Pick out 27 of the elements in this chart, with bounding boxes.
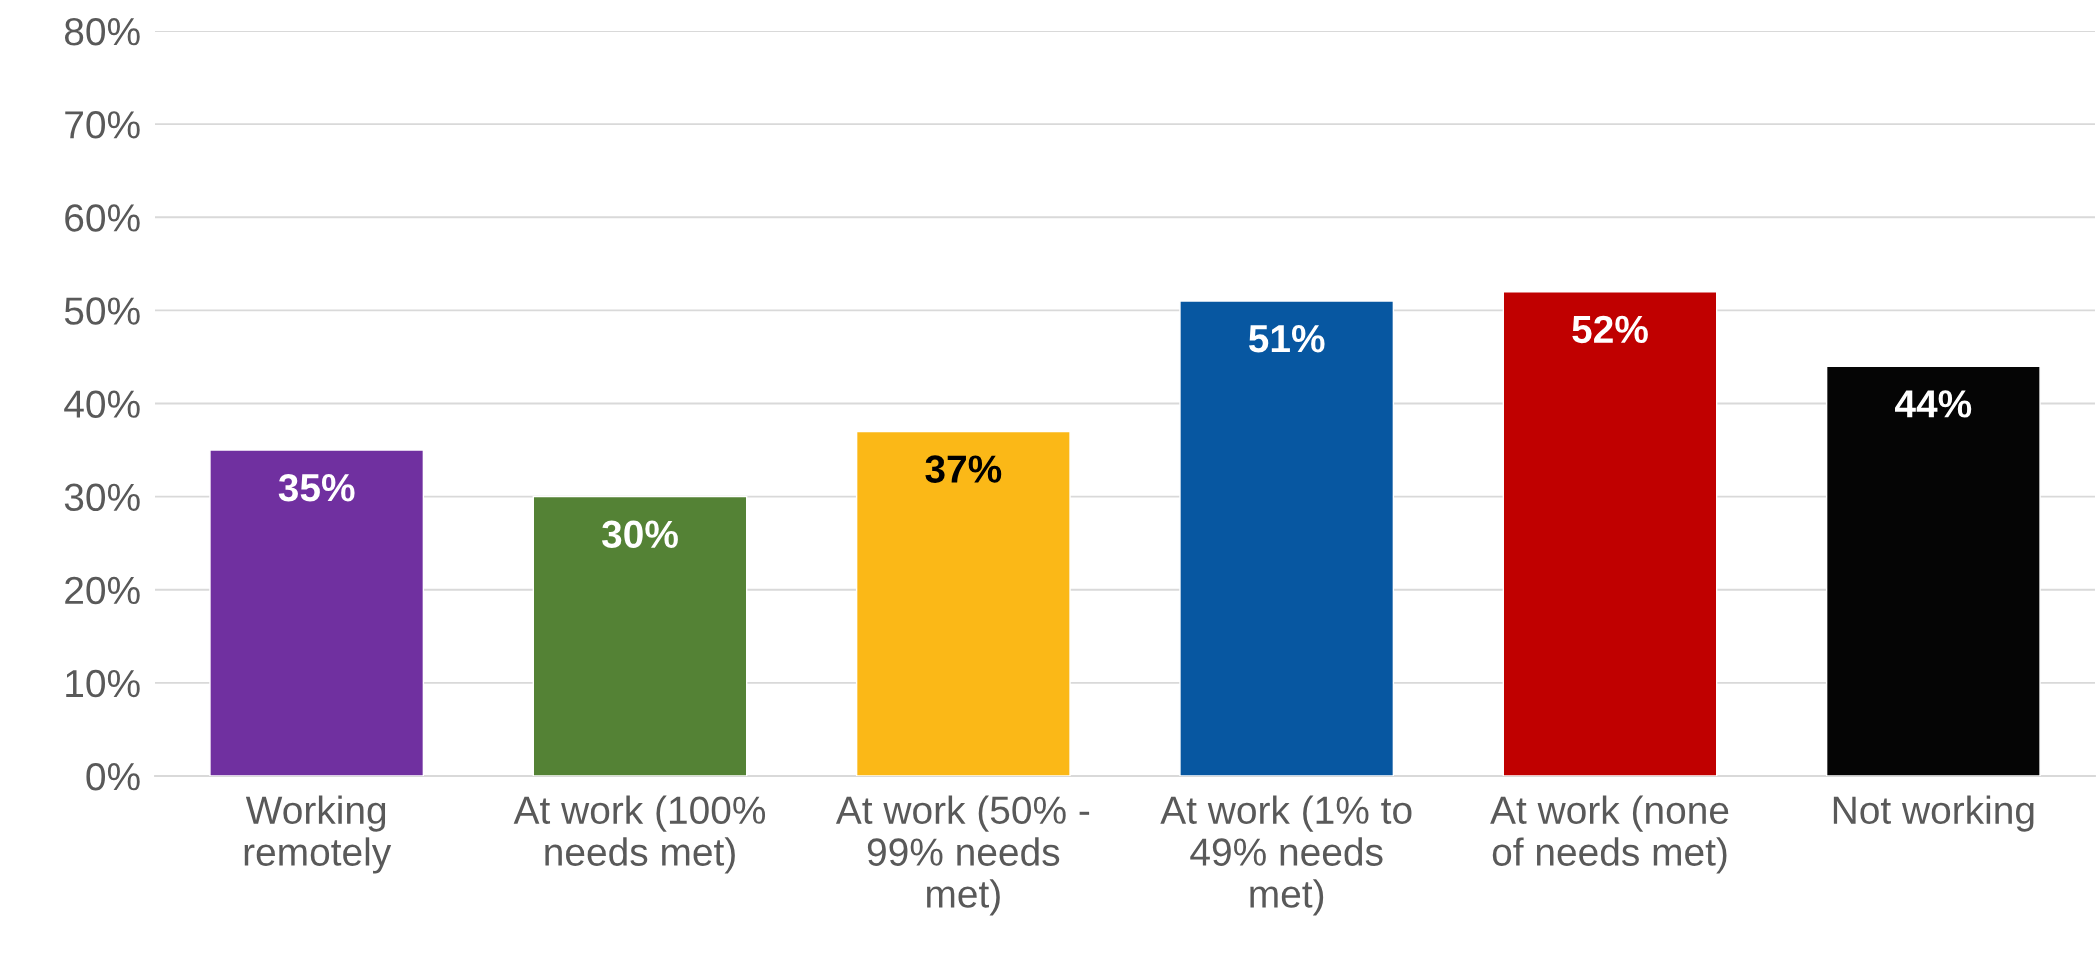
x-tick-label: At work (1% to 49% needs met) (1160, 795, 1412, 916)
y-tick-label: 0% (86, 762, 140, 791)
y-tick-label: 10% (66, 669, 140, 698)
x-tick-label: At work (50% - 99% needs met) (835, 795, 1090, 916)
data-label: 51% (1248, 325, 1325, 353)
y-tick-label: 70% (65, 111, 140, 139)
x-tick-label: Not working (1833, 795, 2034, 832)
bar (532, 495, 748, 776)
y-tick-label: 40% (64, 390, 140, 418)
bar (209, 449, 425, 776)
y-tick-label: 80% (64, 17, 140, 46)
y-tick-label: 50% (64, 297, 140, 325)
x-tick-label: At work (100% needs met) (513, 795, 766, 874)
y-tick-label: 20% (65, 576, 140, 605)
x-tick-label: At work (none of needs met) (1490, 795, 1729, 874)
bar (1825, 365, 2041, 776)
data-label: 37% (925, 455, 1002, 483)
data-label: 35% (278, 473, 355, 502)
bar (855, 430, 1071, 776)
data-label: 44% (1895, 390, 1972, 418)
x-tick-label: Working remotely (244, 795, 392, 874)
data-label: 52% (1572, 315, 1648, 344)
y-tick-label: 60% (65, 204, 140, 232)
y-tick-label: 30% (64, 483, 140, 512)
bar (1502, 291, 1718, 776)
data-label: 30% (601, 520, 678, 549)
bar (1179, 300, 1395, 776)
